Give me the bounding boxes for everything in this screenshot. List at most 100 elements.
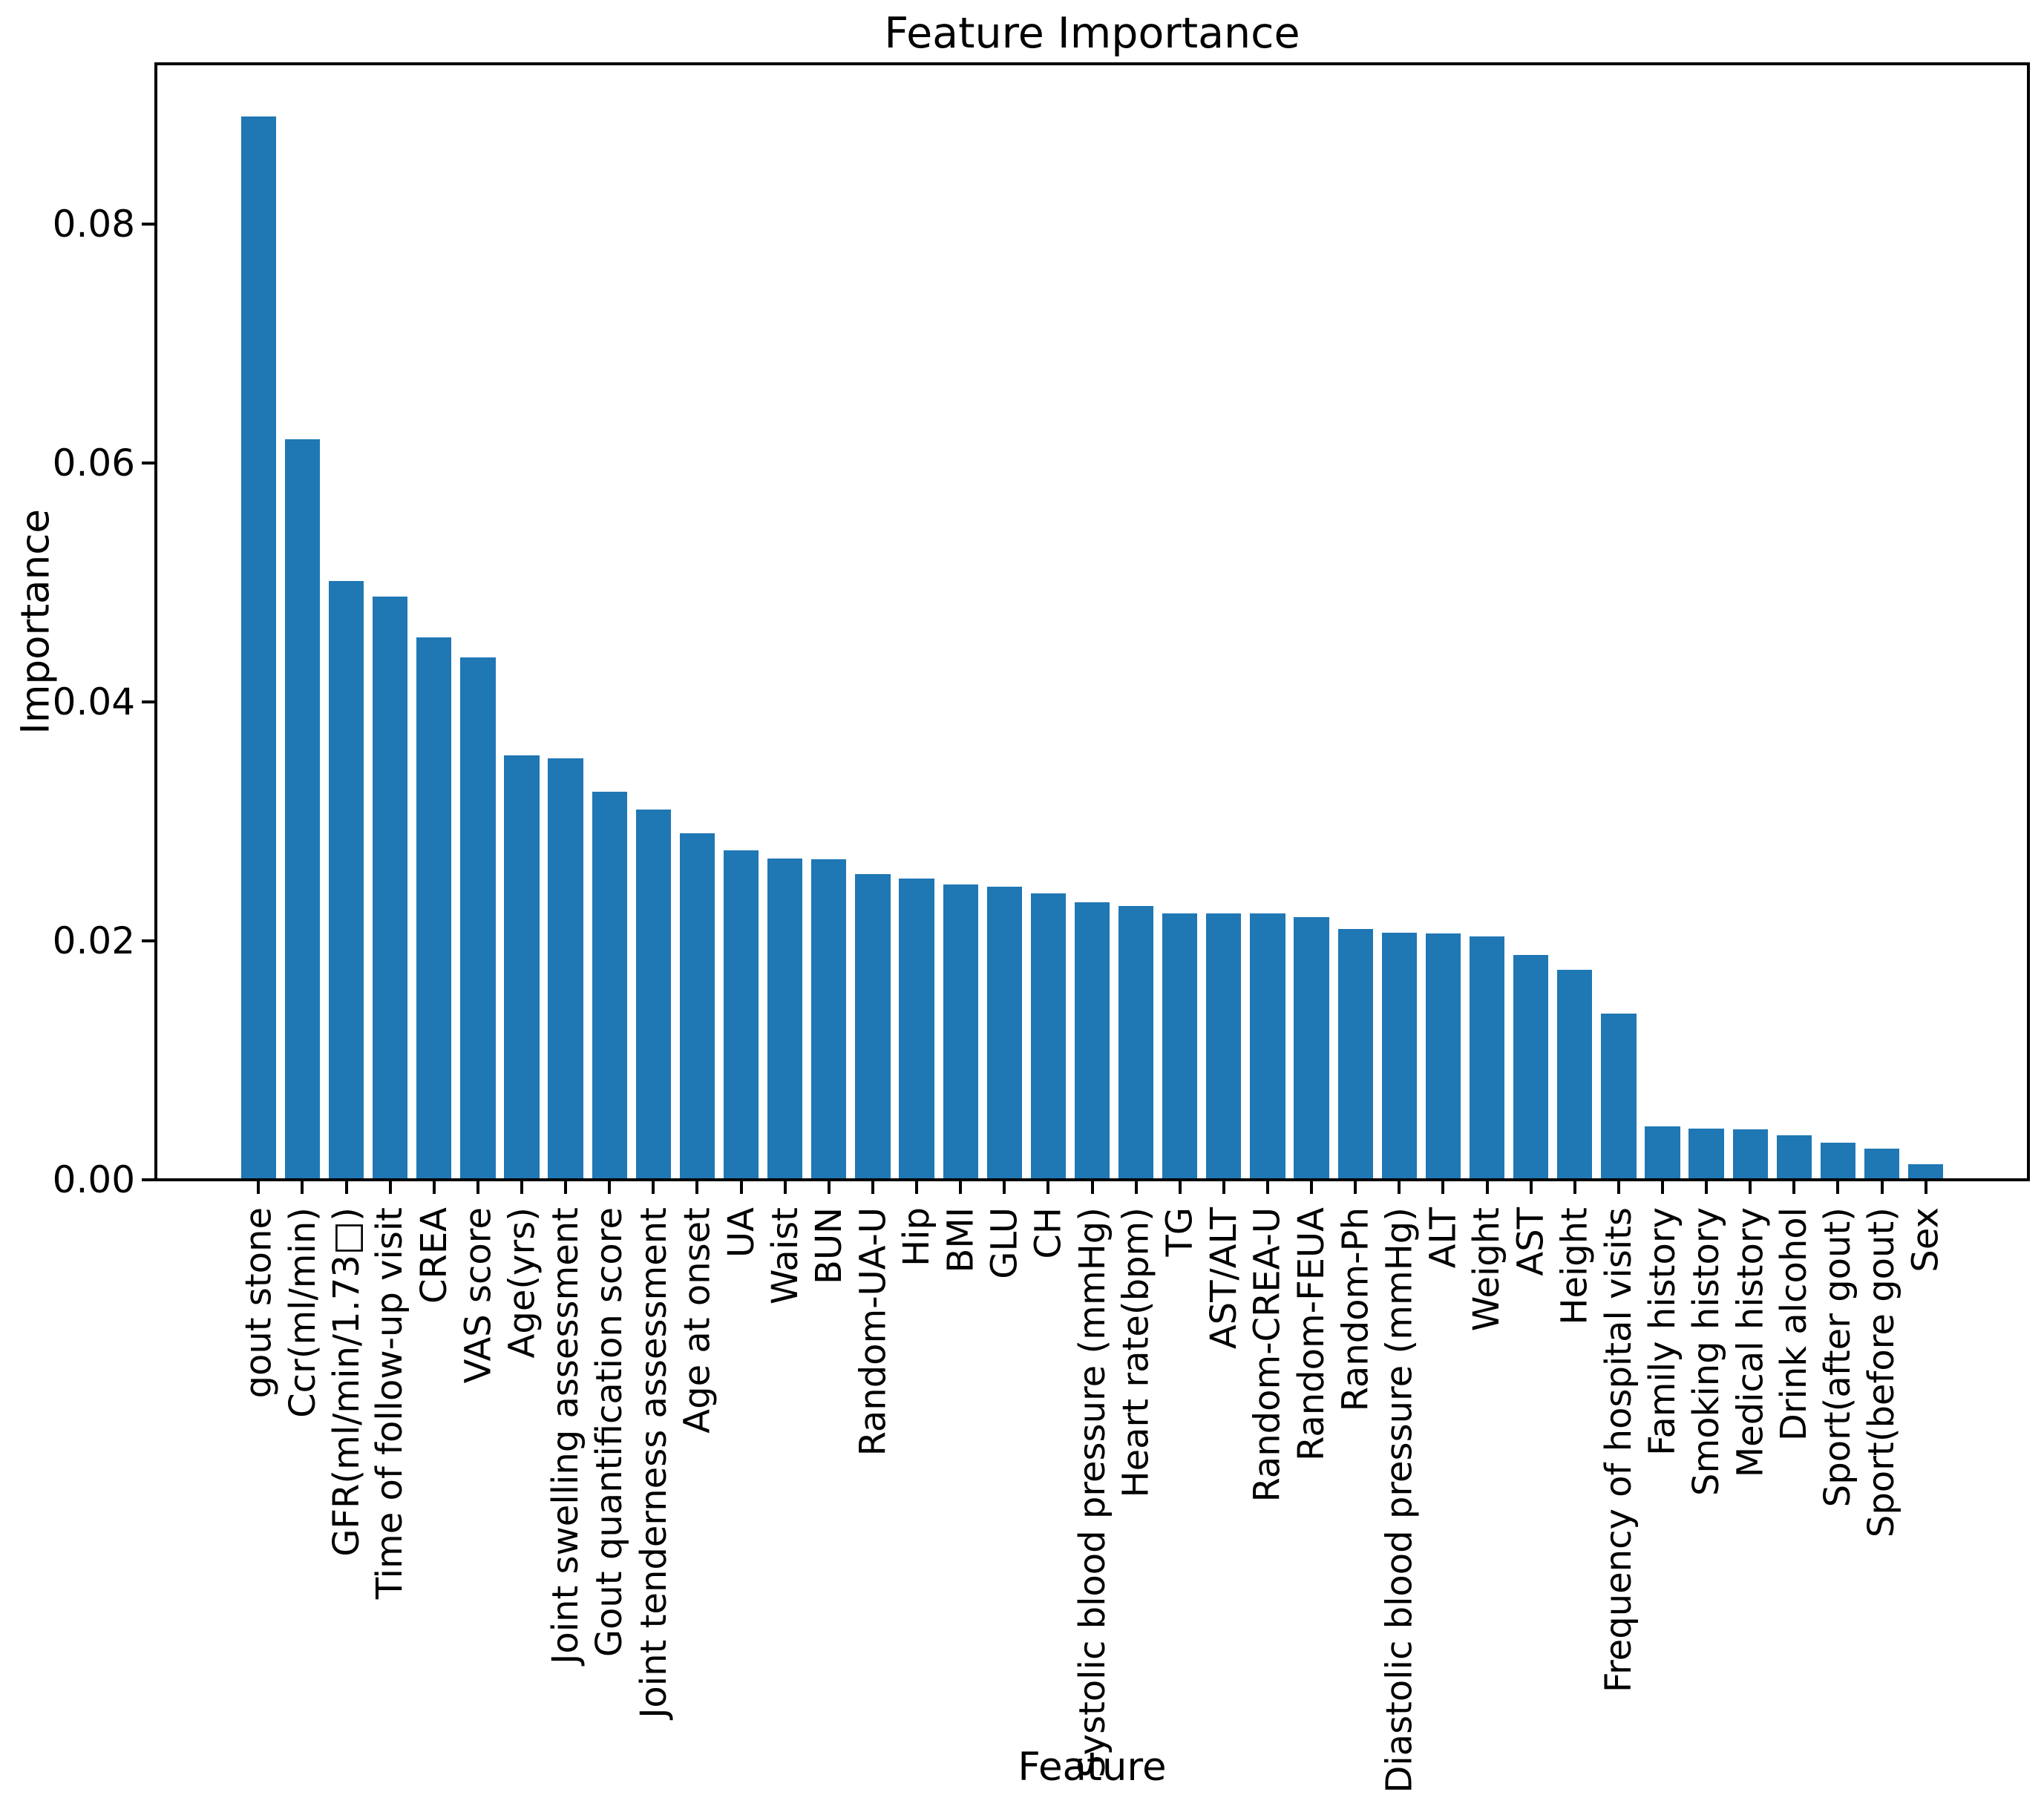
bar (328, 581, 364, 1180)
x-tick-label: Random-CREA-U (1246, 1207, 1288, 1503)
x-tick (1398, 1181, 1401, 1194)
right-spine (2027, 62, 2030, 1181)
bar (723, 850, 759, 1180)
x-tick-label: Random-FEUA (1291, 1207, 1333, 1461)
bar (548, 758, 583, 1180)
y-tick-label: 0.04 (52, 680, 135, 723)
bar (1074, 902, 1110, 1180)
y-tick-label: 0.00 (52, 1158, 135, 1201)
x-tick (827, 1181, 831, 1194)
x-tick-label: Time of follow-up visit (369, 1207, 411, 1600)
x-tick-label: Age(yrs) (501, 1207, 543, 1359)
bar (1513, 955, 1549, 1180)
x-tick (695, 1181, 699, 1194)
x-tick-label: Height (1553, 1207, 1596, 1325)
x-tick-label: Weight (1466, 1207, 1508, 1332)
chart-title: Feature Importance (884, 9, 1300, 58)
y-tick-label: 0.08 (52, 202, 135, 246)
bar (592, 791, 627, 1180)
x-tick-label: Smoking history (1686, 1207, 1728, 1496)
bar (1425, 933, 1461, 1180)
x-tick-label: GLU (983, 1207, 1026, 1279)
x-tick (608, 1181, 612, 1194)
x-tick (257, 1181, 261, 1194)
bar (1030, 893, 1067, 1180)
x-tick-label: Gout quantification score (589, 1207, 631, 1658)
x-tick (1660, 1181, 1664, 1194)
x-tick (432, 1181, 436, 1194)
y-tick-label: 0.06 (52, 441, 135, 485)
bar (1688, 1128, 1724, 1180)
bar (1820, 1143, 1856, 1180)
x-tick-label: BMI (940, 1207, 982, 1273)
x-tick (783, 1181, 787, 1194)
x-tick-label: UA (720, 1207, 762, 1258)
x-tick (1529, 1181, 1533, 1194)
x-axis-label: Feature (1018, 1744, 1167, 1790)
x-tick (1616, 1181, 1620, 1194)
x-tick (1003, 1181, 1006, 1194)
x-tick (739, 1181, 743, 1194)
y-tick (142, 1178, 154, 1181)
x-tick (1749, 1181, 1752, 1194)
y-tick (142, 939, 154, 942)
x-tick (388, 1181, 392, 1194)
bar (1118, 906, 1154, 1180)
bar (1381, 932, 1417, 1180)
bar (1250, 913, 1285, 1180)
left-spine (154, 62, 157, 1181)
bar (416, 637, 452, 1180)
x-tick-label: Family history (1642, 1207, 1683, 1456)
x-tick-label: AST (1510, 1207, 1552, 1276)
bar (460, 657, 496, 1180)
x-tick (520, 1181, 523, 1194)
bar (679, 833, 715, 1180)
bar (504, 755, 540, 1180)
x-tick (1222, 1181, 1225, 1194)
x-tick-label: Waist (764, 1207, 806, 1304)
x-tick (1178, 1181, 1182, 1194)
x-tick-label: Systolic blood pressure (mmHg) (1071, 1207, 1113, 1778)
x-tick-label: Joint tenderness assessment (632, 1207, 675, 1719)
bottom-spine (154, 1178, 2030, 1181)
x-tick-label: ALT (1422, 1207, 1464, 1269)
y-tick (142, 461, 154, 465)
x-tick-label: Ccr(ml/min) (281, 1207, 324, 1418)
x-tick-label: Diastolic blood pressure (mmHg) (1378, 1207, 1421, 1793)
x-tick (1090, 1181, 1094, 1194)
bar (1206, 913, 1242, 1180)
x-tick (1880, 1181, 1884, 1194)
bar (1601, 1014, 1637, 1180)
x-tick (1705, 1181, 1709, 1194)
x-tick (344, 1181, 348, 1194)
x-tick-label: TG (1159, 1207, 1201, 1257)
x-tick-label: Age at onset (676, 1207, 718, 1434)
bar (1732, 1129, 1768, 1180)
x-tick (564, 1181, 568, 1194)
y-tick (142, 700, 154, 703)
x-tick (959, 1181, 963, 1194)
bar (767, 858, 803, 1180)
bar (373, 597, 408, 1180)
x-tick (301, 1181, 304, 1194)
bar (811, 859, 847, 1180)
x-tick (915, 1181, 919, 1194)
x-tick-label: CREA (413, 1207, 455, 1304)
x-tick-label: Hip (896, 1207, 938, 1267)
x-tick-label: VAS score (456, 1207, 499, 1384)
x-tick (1792, 1181, 1796, 1194)
x-tick (1485, 1181, 1489, 1194)
x-tick-label: Sport(before gout) (1861, 1207, 1903, 1538)
bar (1864, 1149, 1900, 1180)
x-tick (476, 1181, 479, 1194)
bar (899, 879, 934, 1180)
x-tick (1573, 1181, 1576, 1194)
bar (1469, 936, 1505, 1180)
x-tick-label: GFR(ml/min/1.73□) (325, 1207, 367, 1557)
x-tick (1354, 1181, 1357, 1194)
bar (635, 809, 671, 1180)
x-tick (1046, 1181, 1050, 1194)
bar (1557, 969, 1593, 1180)
x-tick-label: Sex (1904, 1207, 1947, 1273)
top-spine (154, 62, 2030, 65)
